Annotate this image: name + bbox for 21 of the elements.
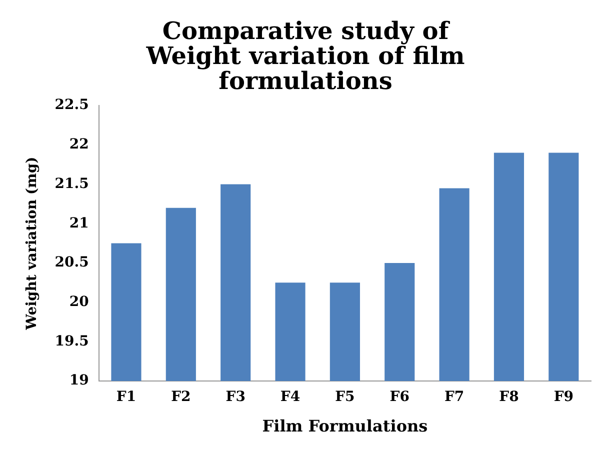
y-tick-label: 19 [69,372,89,389]
x-tick-label: F8 [499,389,519,406]
x-tick-label: F3 [226,389,246,406]
x-tick-label: F9 [554,389,574,406]
y-tick-label: 20 [69,294,90,310]
text: formulations [218,66,392,96]
y-tick-label: 21.5 [54,176,89,192]
x-tick-label: F5 [335,389,355,406]
x-tick-label: F4 [280,389,300,406]
y-axis-title: Weight variation (mg) [24,156,40,331]
x-tick-label: F2 [171,389,191,406]
y-tick-label: 22.5 [54,97,89,114]
x-tick-label: F7 [444,389,464,406]
text: Comparative study of [162,16,449,45]
y-tick-label: 19.5 [54,333,89,350]
y-tick-label: 21 [69,215,89,232]
x-axis-title: Film Formulations [262,416,428,436]
x-tick-label: F6 [390,389,410,406]
y-tick-label: 22 [69,136,89,153]
y-tick-label: 20.5 [54,254,89,271]
x-tick-label: F1 [116,389,136,406]
